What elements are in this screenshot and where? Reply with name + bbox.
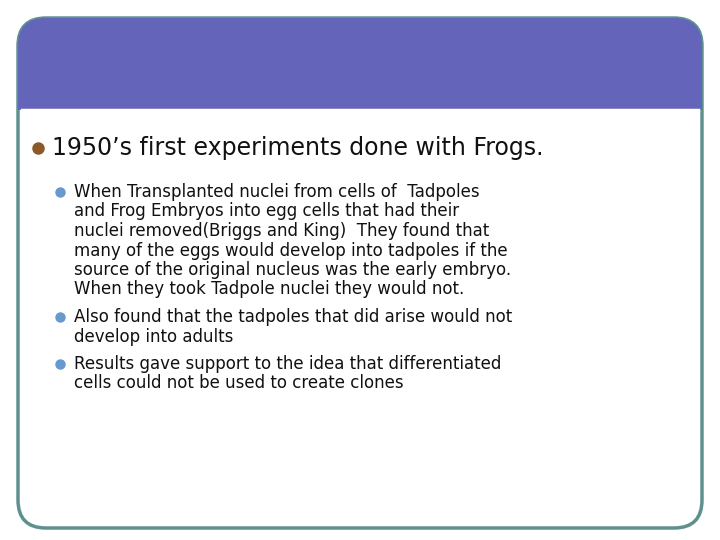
Text: Results gave support to the idea that differentiated: Results gave support to the idea that di…	[74, 355, 501, 373]
FancyBboxPatch shape	[18, 18, 702, 528]
Text: nuclei removed(Briggs and King)  They found that: nuclei removed(Briggs and King) They fou…	[74, 222, 490, 240]
Text: 1950’s first experiments done with Frogs.: 1950’s first experiments done with Frogs…	[52, 136, 544, 160]
Text: develop into adults: develop into adults	[74, 327, 233, 346]
Text: and Frog Embryos into egg cells that had their: and Frog Embryos into egg cells that had…	[74, 202, 459, 220]
FancyBboxPatch shape	[18, 18, 702, 110]
Text: Also found that the tadpoles that did arise would not: Also found that the tadpoles that did ar…	[74, 308, 512, 326]
Text: source of the original nucleus was the early embryo.: source of the original nucleus was the e…	[74, 261, 511, 279]
Text: When they took Tadpole nuclei they would not.: When they took Tadpole nuclei they would…	[74, 280, 464, 299]
Text: many of the eggs would develop into tadpoles if the: many of the eggs would develop into tadp…	[74, 241, 508, 260]
Text: cells could not be used to create clones: cells could not be used to create clones	[74, 375, 404, 393]
Text: When Transplanted nuclei from cells of  Tadpoles: When Transplanted nuclei from cells of T…	[74, 183, 480, 201]
Bar	[18, 80, 702, 110]
